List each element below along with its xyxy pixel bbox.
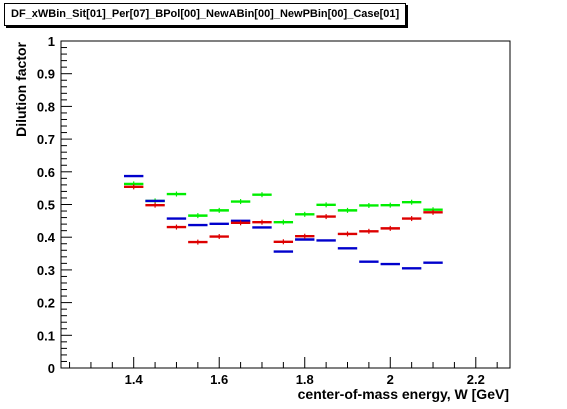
x-tick-label: 1.6	[210, 372, 228, 387]
series-3	[124, 184, 443, 245]
series-1	[124, 181, 443, 225]
y-tick-label: 0.8	[37, 99, 55, 114]
series-2	[124, 174, 443, 270]
plot-frame	[60, 40, 511, 369]
x-tick-label: 2.2	[467, 372, 485, 387]
y-tick-label: 0	[48, 361, 55, 376]
y-tick-label: 0.6	[37, 165, 55, 180]
y-tick-label: 0.4	[37, 230, 56, 245]
x-tick-label: 2	[387, 372, 394, 387]
x-axis: 1.4 1.6 1.8 2 2.2	[69, 357, 498, 387]
y-tick-label: 0.1	[37, 328, 55, 343]
y-axis-title: Dilution factor	[13, 41, 29, 136]
x-axis-title: center-of-mass energy, W [GeV]	[298, 386, 509, 402]
y-tick-label: 1	[48, 34, 55, 49]
y-tick-label: 0.3	[37, 263, 55, 278]
data-series	[124, 174, 443, 270]
y-axis: 0 0.1 0.2 0.3 0.4 0.5 0.6 0.7 0.8 0.9 1	[37, 34, 72, 376]
x-tick-label: 1.4	[125, 372, 144, 387]
y-tick-label: 0.9	[37, 67, 55, 82]
x-tick-label: 1.8	[296, 372, 314, 387]
y-tick-label: 0.7	[37, 132, 55, 147]
chart-title: DF_xWBin_Sit[01]_Per[07]_BPol[00]_NewABi…	[4, 3, 407, 26]
y-tick-label: 0.5	[37, 198, 55, 213]
y-tick-label: 0.2	[37, 296, 55, 311]
